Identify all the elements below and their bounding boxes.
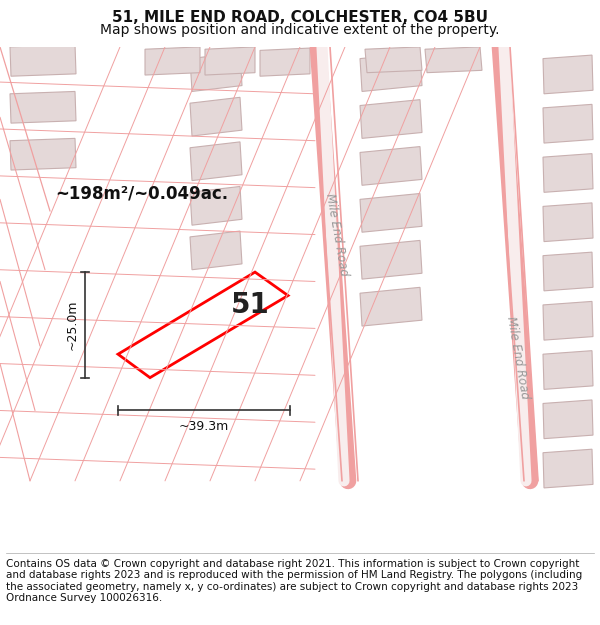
Polygon shape [190,186,242,225]
Polygon shape [145,47,200,75]
Text: Map shows position and indicative extent of the property.: Map shows position and indicative extent… [100,22,500,36]
Polygon shape [543,154,593,192]
Text: Contains OS data © Crown copyright and database right 2021. This information is : Contains OS data © Crown copyright and d… [6,559,582,603]
Text: ~39.3m: ~39.3m [179,420,229,433]
Polygon shape [10,44,76,76]
Polygon shape [360,194,422,232]
Text: ~25.0m: ~25.0m [66,299,79,350]
Polygon shape [365,47,422,72]
Text: 51: 51 [230,291,269,319]
Text: Mile End Road: Mile End Road [323,192,350,277]
Polygon shape [360,147,422,185]
Text: Mile End Road: Mile End Road [505,315,532,400]
Polygon shape [360,99,422,138]
Polygon shape [190,52,242,91]
Polygon shape [10,91,76,123]
Polygon shape [543,203,593,242]
Polygon shape [10,138,76,170]
Polygon shape [543,400,593,439]
Polygon shape [543,104,593,143]
Polygon shape [543,301,593,340]
Polygon shape [190,98,242,136]
Polygon shape [205,47,255,75]
Polygon shape [543,449,593,488]
Polygon shape [190,142,242,181]
Polygon shape [543,252,593,291]
Polygon shape [360,288,422,326]
Polygon shape [260,48,310,76]
Polygon shape [360,241,422,279]
Text: 51, MILE END ROAD, COLCHESTER, CO4 5BU: 51, MILE END ROAD, COLCHESTER, CO4 5BU [112,10,488,25]
Polygon shape [543,55,593,94]
Polygon shape [425,47,482,72]
Polygon shape [360,52,422,91]
Polygon shape [543,351,593,389]
Text: ~198m²/~0.049ac.: ~198m²/~0.049ac. [55,184,228,203]
Polygon shape [190,231,242,270]
